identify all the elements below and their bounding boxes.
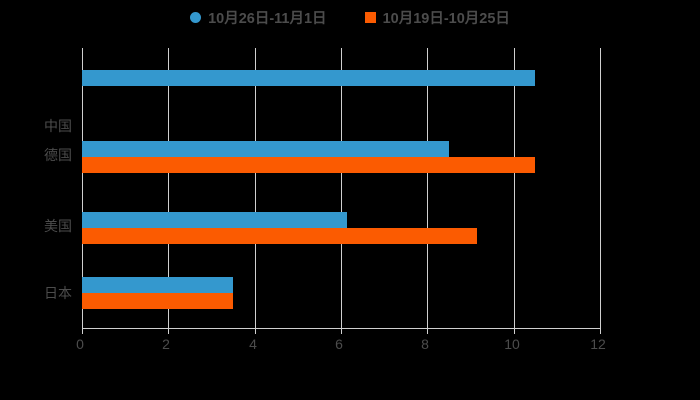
- gridline-2: [168, 48, 169, 328]
- x-tick-label-6: 6: [335, 336, 343, 352]
- x-tick-mark-8: [427, 328, 428, 334]
- gridline-12: [600, 48, 601, 328]
- x-tick-mark-4: [255, 328, 256, 334]
- gridline-0: [82, 48, 83, 328]
- x-tick-mark-10: [514, 328, 515, 334]
- legend-label-series-1: 10月26日-11月1日: [208, 10, 327, 27]
- y-axis-label-0: 中国: [44, 118, 72, 134]
- y-axis-label-3: 日本: [44, 285, 72, 301]
- bar-series-2-germany: [82, 157, 536, 173]
- gridline-6: [341, 48, 342, 328]
- x-tick-label-10: 10: [504, 336, 520, 352]
- legend-item-series-1[interactable]: 10月26日-11月1日: [190, 7, 327, 28]
- x-tick-mark-0: [82, 328, 83, 334]
- gridline-4: [255, 48, 256, 328]
- chart-legend: 10月26日-11月1日 10月19日-10月25日: [0, 0, 700, 34]
- bar-series-1-china: [82, 70, 536, 86]
- legend-label-series-2: 10月19日-10月25日: [382, 10, 510, 27]
- square-marker-icon: [364, 11, 376, 23]
- x-tick-label-2: 2: [162, 336, 170, 352]
- plot-area: 0 2 4 6 8 10 12: [76, 48, 606, 352]
- x-tick-mark-6: [341, 328, 342, 334]
- y-axis-label-1: 德国: [44, 147, 72, 163]
- x-tick-label-12: 12: [590, 336, 606, 352]
- gridline-8: [427, 48, 428, 328]
- x-tick-mark-12: [600, 328, 601, 334]
- x-tick-mark-2: [168, 328, 169, 334]
- bar-series-1-japan: [82, 277, 234, 293]
- y-axis-label-2: 美国: [44, 218, 72, 234]
- y-axis-labels: 中国 德国 美国 日本: [0, 48, 82, 328]
- bar-series-1-usa: [82, 212, 348, 228]
- circle-marker-icon: [190, 11, 202, 23]
- x-tick-label-8: 8: [421, 336, 429, 352]
- bar-series-2-japan: [82, 293, 234, 309]
- x-tick-label-4: 4: [249, 336, 257, 352]
- bar-series-2-usa: [82, 228, 477, 244]
- x-tick-label-0: 0: [76, 336, 84, 352]
- gridline-10: [514, 48, 515, 328]
- bar-series-1-germany: [82, 141, 449, 157]
- legend-item-series-2[interactable]: 10月19日-10月25日: [364, 7, 510, 28]
